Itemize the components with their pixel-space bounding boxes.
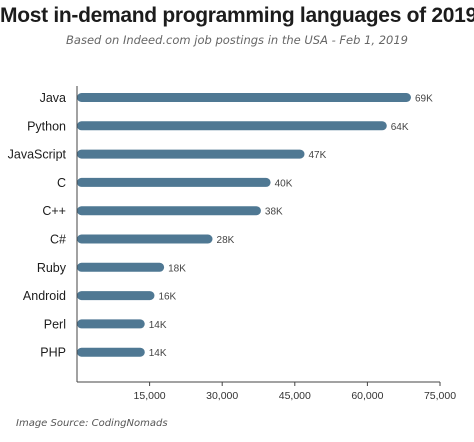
- bar-javascript: [77, 149, 305, 159]
- bar-java: [77, 93, 411, 102]
- data-label: 38K: [265, 207, 283, 218]
- bar-perl: [77, 319, 145, 329]
- data-label: 16K: [158, 292, 176, 303]
- bar-c: [77, 177, 271, 187]
- data-label: 47K: [308, 150, 326, 161]
- category-label: Python: [27, 119, 66, 133]
- category-label: JavaScript: [8, 148, 67, 162]
- data-label: 40K: [275, 178, 293, 189]
- category-label: Perl: [44, 317, 66, 331]
- x-tick-label: 75,000: [424, 390, 456, 402]
- chart-subtitle: Based on Indeed.com job postings in the …: [66, 33, 408, 47]
- data-label: 28K: [217, 235, 235, 246]
- image-source-note: Image Source: CodingNomads: [16, 418, 168, 429]
- data-label: 14K: [149, 348, 167, 359]
- category-label: Ruby: [37, 261, 67, 275]
- data-label: 69K: [415, 94, 433, 105]
- data-label: 18K: [168, 263, 186, 274]
- x-tick-label: 45,000: [279, 390, 311, 402]
- category-label: PHP: [40, 346, 66, 360]
- bars-layer: [77, 93, 411, 357]
- x-tick-label: 60,000: [351, 390, 383, 402]
- category-label: Java: [40, 91, 66, 105]
- x-tick-label: 30,000: [206, 390, 238, 402]
- category-label: C: [57, 176, 66, 190]
- bar-c-: [77, 206, 261, 216]
- chart-title: Most in-demand programming languages of …: [0, 4, 474, 27]
- axes-layer: 15,000 30,000 45,000 60,000 75,000: [76, 86, 456, 402]
- bar-php: [77, 347, 145, 357]
- data-label: 64K: [391, 122, 409, 133]
- labels-layer: Java 69K Python 64K JavaScript 47K C 40K C++ 38K C…: [8, 91, 433, 360]
- bar-android: [77, 291, 155, 301]
- bar-ruby: [77, 262, 165, 272]
- category-label: C++: [42, 204, 66, 218]
- x-tick-label: 15,000: [134, 390, 166, 402]
- bar-python: [77, 121, 387, 131]
- data-label: 14K: [149, 320, 167, 331]
- category-label: Android: [23, 289, 66, 303]
- category-label: C#: [50, 233, 66, 247]
- bar-c-: [77, 234, 213, 244]
